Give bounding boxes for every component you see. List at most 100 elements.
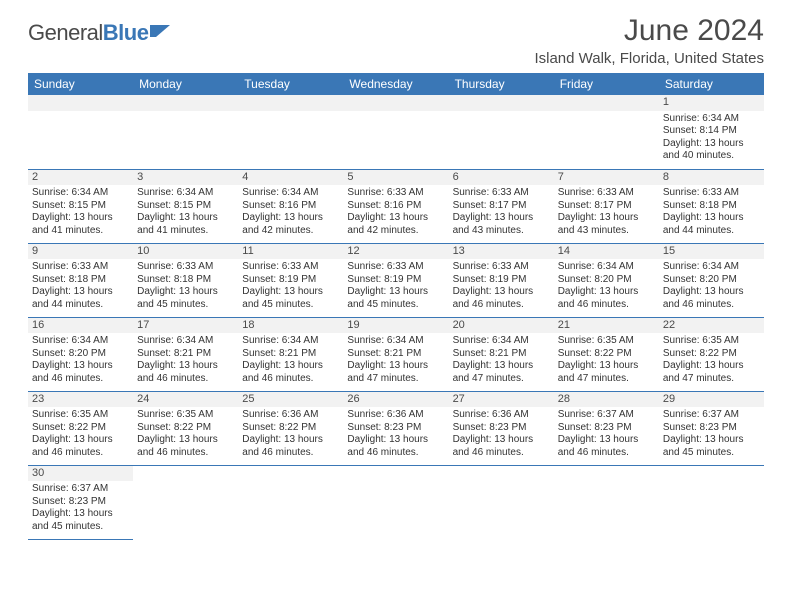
- calendar-cell: 29Sunrise: 6:37 AMSunset: 8:23 PMDayligh…: [659, 391, 764, 465]
- calendar-cell: 14Sunrise: 6:34 AMSunset: 8:20 PMDayligh…: [554, 243, 659, 317]
- daylight-text: Daylight: 13 hours and 46 minutes.: [32, 360, 129, 385]
- calendar-cell: 22Sunrise: 6:35 AMSunset: 8:22 PMDayligh…: [659, 317, 764, 391]
- calendar-cell: [659, 465, 764, 539]
- day-number: 3: [133, 170, 238, 186]
- calendar-cell: [554, 95, 659, 169]
- sunset-text: Sunset: 8:23 PM: [558, 422, 655, 435]
- daylight-text: Daylight: 13 hours and 45 minutes.: [242, 286, 339, 311]
- day-number: 4: [238, 170, 343, 186]
- calendar-cell: 9Sunrise: 6:33 AMSunset: 8:18 PMDaylight…: [28, 243, 133, 317]
- calendar-cell: 24Sunrise: 6:35 AMSunset: 8:22 PMDayligh…: [133, 391, 238, 465]
- flag-icon: [150, 23, 172, 44]
- day-number: 22: [659, 318, 764, 334]
- daylight-text: Daylight: 13 hours and 46 minutes.: [558, 286, 655, 311]
- day-number: 11: [238, 244, 343, 260]
- calendar-cell: 28Sunrise: 6:37 AMSunset: 8:23 PMDayligh…: [554, 391, 659, 465]
- sunrise-text: Sunrise: 6:34 AM: [137, 187, 234, 200]
- calendar-cell: 5Sunrise: 6:33 AMSunset: 8:16 PMDaylight…: [343, 169, 448, 243]
- day-number: 23: [28, 392, 133, 408]
- sunrise-text: Sunrise: 6:35 AM: [32, 409, 129, 422]
- daylight-text: Daylight: 13 hours and 46 minutes.: [453, 434, 550, 459]
- sunrise-text: Sunrise: 6:33 AM: [32, 261, 129, 274]
- day-number: 8: [659, 170, 764, 186]
- sunset-text: Sunset: 8:23 PM: [663, 422, 760, 435]
- calendar-cell: 19Sunrise: 6:34 AMSunset: 8:21 PMDayligh…: [343, 317, 448, 391]
- sunset-text: Sunset: 8:21 PM: [347, 348, 444, 361]
- daylight-text: Daylight: 13 hours and 46 minutes.: [137, 434, 234, 459]
- sunset-text: Sunset: 8:20 PM: [32, 348, 129, 361]
- daylight-text: Daylight: 13 hours and 45 minutes.: [137, 286, 234, 311]
- month-title: June 2024: [534, 14, 764, 48]
- calendar-cell: 18Sunrise: 6:34 AMSunset: 8:21 PMDayligh…: [238, 317, 343, 391]
- calendar-cell: [343, 465, 448, 539]
- daylight-text: Daylight: 13 hours and 47 minutes.: [453, 360, 550, 385]
- sunrise-text: Sunrise: 6:33 AM: [558, 187, 655, 200]
- day-number: 17: [133, 318, 238, 334]
- calendar-cell: 25Sunrise: 6:36 AMSunset: 8:22 PMDayligh…: [238, 391, 343, 465]
- calendar-cell: 7Sunrise: 6:33 AMSunset: 8:17 PMDaylight…: [554, 169, 659, 243]
- sunrise-text: Sunrise: 6:37 AM: [663, 409, 760, 422]
- sunrise-text: Sunrise: 6:33 AM: [347, 261, 444, 274]
- day-number: 2: [28, 170, 133, 186]
- calendar-cell: 30Sunrise: 6:37 AMSunset: 8:23 PMDayligh…: [28, 465, 133, 539]
- sunrise-text: Sunrise: 6:34 AM: [242, 187, 339, 200]
- calendar-cell: 3Sunrise: 6:34 AMSunset: 8:15 PMDaylight…: [133, 169, 238, 243]
- sunset-text: Sunset: 8:23 PM: [453, 422, 550, 435]
- calendar-cell: 2Sunrise: 6:34 AMSunset: 8:15 PMDaylight…: [28, 169, 133, 243]
- calendar-cell: 8Sunrise: 6:33 AMSunset: 8:18 PMDaylight…: [659, 169, 764, 243]
- sunset-text: Sunset: 8:22 PM: [32, 422, 129, 435]
- sunrise-text: Sunrise: 6:34 AM: [453, 335, 550, 348]
- day-number: 19: [343, 318, 448, 334]
- logo-text-1: General: [28, 20, 103, 46]
- day-number: 6: [449, 170, 554, 186]
- calendar-cell: 21Sunrise: 6:35 AMSunset: 8:22 PMDayligh…: [554, 317, 659, 391]
- daylight-text: Daylight: 13 hours and 46 minutes.: [347, 434, 444, 459]
- day-number: 30: [28, 466, 133, 482]
- calendar-cell: [238, 95, 343, 169]
- calendar-cell: 26Sunrise: 6:36 AMSunset: 8:23 PMDayligh…: [343, 391, 448, 465]
- daylight-text: Daylight: 13 hours and 45 minutes.: [663, 434, 760, 459]
- sunrise-text: Sunrise: 6:34 AM: [663, 261, 760, 274]
- day-number: 1: [659, 95, 764, 111]
- calendar-cell: [133, 465, 238, 539]
- day-number: 25: [238, 392, 343, 408]
- daylight-text: Daylight: 13 hours and 41 minutes.: [32, 212, 129, 237]
- sunrise-text: Sunrise: 6:34 AM: [32, 335, 129, 348]
- calendar-cell: 16Sunrise: 6:34 AMSunset: 8:20 PMDayligh…: [28, 317, 133, 391]
- day-number: 26: [343, 392, 448, 408]
- day-number: 21: [554, 318, 659, 334]
- daylight-text: Daylight: 13 hours and 44 minutes.: [663, 212, 760, 237]
- sunrise-text: Sunrise: 6:35 AM: [663, 335, 760, 348]
- calendar-cell: [554, 465, 659, 539]
- calendar-cell: [133, 95, 238, 169]
- day-number: 29: [659, 392, 764, 408]
- sunrise-text: Sunrise: 6:37 AM: [32, 483, 129, 496]
- day-number: 12: [343, 244, 448, 260]
- logo: GeneralBlue: [28, 20, 172, 46]
- calendar-row: 16Sunrise: 6:34 AMSunset: 8:20 PMDayligh…: [28, 317, 764, 391]
- day-number: 5: [343, 170, 448, 186]
- sunset-text: Sunset: 8:19 PM: [453, 274, 550, 287]
- calendar-cell: 10Sunrise: 6:33 AMSunset: 8:18 PMDayligh…: [133, 243, 238, 317]
- day-number: 24: [133, 392, 238, 408]
- day-number: 10: [133, 244, 238, 260]
- sunset-text: Sunset: 8:18 PM: [663, 200, 760, 213]
- daylight-text: Daylight: 13 hours and 46 minutes.: [558, 434, 655, 459]
- sunrise-text: Sunrise: 6:36 AM: [347, 409, 444, 422]
- sunrise-text: Sunrise: 6:34 AM: [558, 261, 655, 274]
- calendar-cell: 20Sunrise: 6:34 AMSunset: 8:21 PMDayligh…: [449, 317, 554, 391]
- day-number: 13: [449, 244, 554, 260]
- weekday-header: Thursday: [449, 73, 554, 95]
- sunset-text: Sunset: 8:15 PM: [32, 200, 129, 213]
- sunrise-text: Sunrise: 6:35 AM: [558, 335, 655, 348]
- calendar-row: 30Sunrise: 6:37 AMSunset: 8:23 PMDayligh…: [28, 465, 764, 539]
- daylight-text: Daylight: 13 hours and 46 minutes.: [663, 286, 760, 311]
- sunset-text: Sunset: 8:19 PM: [242, 274, 339, 287]
- location: Island Walk, Florida, United States: [534, 50, 764, 67]
- calendar-row: 9Sunrise: 6:33 AMSunset: 8:18 PMDaylight…: [28, 243, 764, 317]
- calendar-cell: 27Sunrise: 6:36 AMSunset: 8:23 PMDayligh…: [449, 391, 554, 465]
- sunset-text: Sunset: 8:20 PM: [558, 274, 655, 287]
- calendar-cell: 13Sunrise: 6:33 AMSunset: 8:19 PMDayligh…: [449, 243, 554, 317]
- sunset-text: Sunset: 8:21 PM: [242, 348, 339, 361]
- calendar-cell: 15Sunrise: 6:34 AMSunset: 8:20 PMDayligh…: [659, 243, 764, 317]
